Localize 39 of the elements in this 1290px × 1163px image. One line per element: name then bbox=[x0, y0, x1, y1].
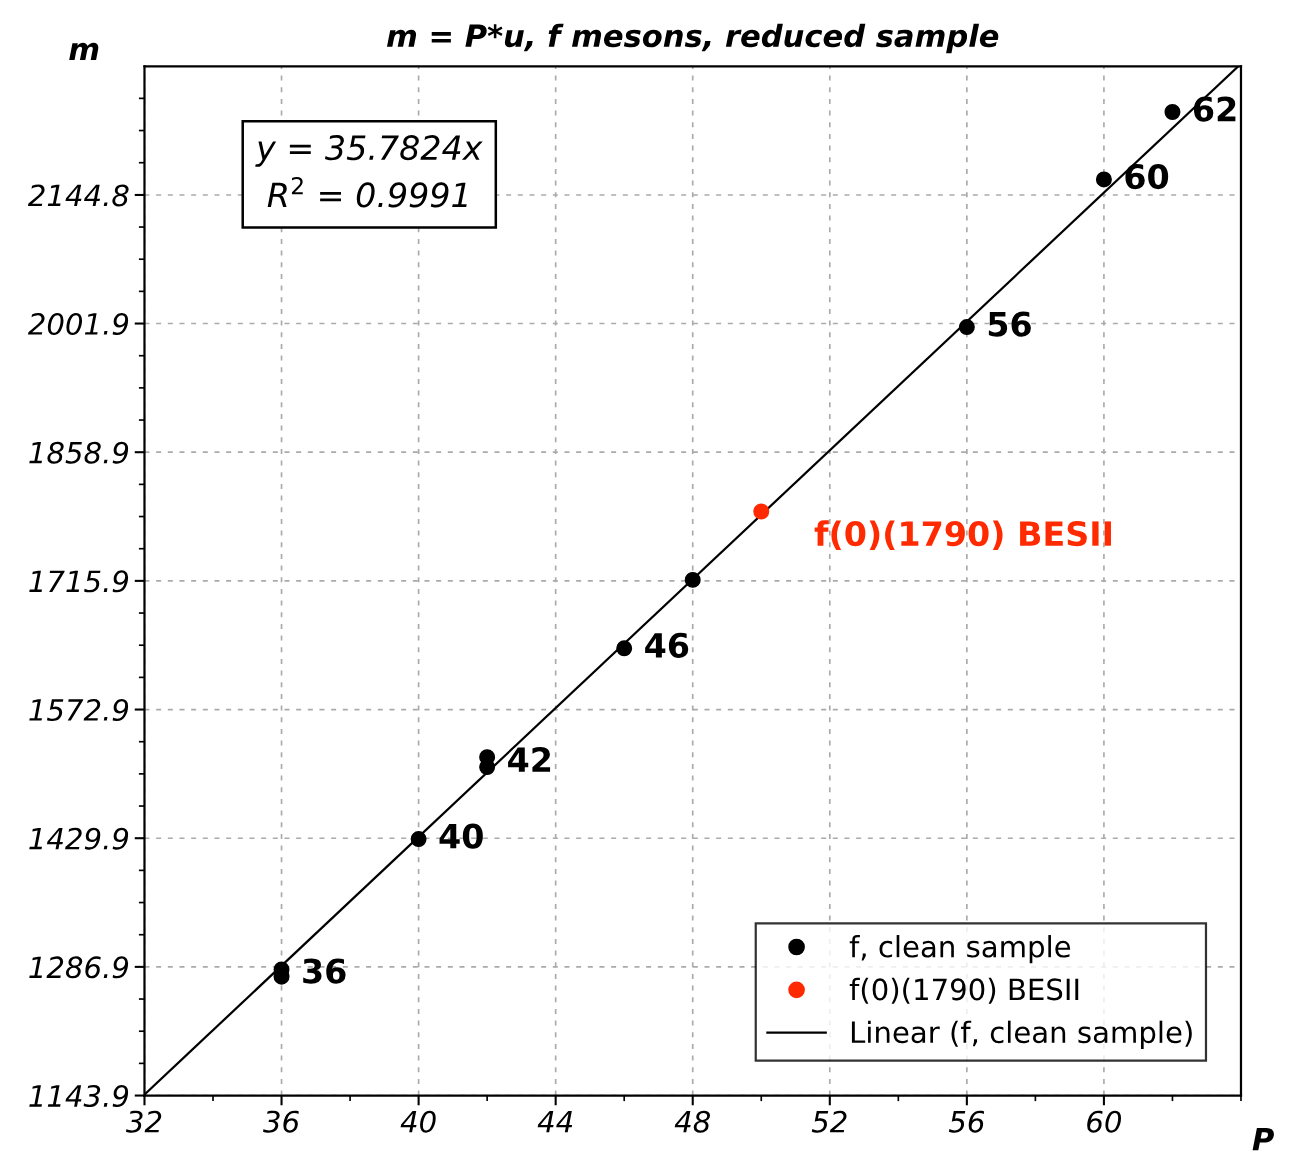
y-tick-label: 2144.8 bbox=[27, 184, 129, 207]
point bbox=[753, 503, 770, 520]
x-tick-label: 48 bbox=[674, 1110, 711, 1133]
x-tick-label: 36 bbox=[263, 1110, 299, 1133]
y-tick-label: 1429.9 bbox=[29, 827, 129, 850]
legend-label: Linear (f, clean sample) bbox=[851, 1020, 1192, 1049]
y-axis-title: m bbox=[69, 42, 99, 60]
annotation: 40 bbox=[439, 823, 483, 849]
x-tick-label: 60 bbox=[1087, 1110, 1122, 1133]
point bbox=[1164, 104, 1181, 120]
x-tick-label: 52 bbox=[811, 1110, 847, 1133]
annotation: 46 bbox=[645, 632, 689, 658]
annotation: y = 35.7824x bbox=[255, 135, 483, 167]
annotation: 56 bbox=[988, 311, 1031, 337]
legend-label: f(0)(1790) BESII bbox=[849, 977, 1079, 1004]
annotation: 42 bbox=[508, 747, 551, 772]
annotation: 36 bbox=[303, 958, 346, 984]
x-tick-label: 40 bbox=[400, 1110, 436, 1133]
x-axis-title: P bbox=[1252, 1128, 1274, 1151]
point bbox=[1095, 171, 1112, 188]
y-tick-label: 1143.9 bbox=[29, 1084, 129, 1108]
point bbox=[616, 640, 633, 657]
point bbox=[958, 319, 975, 336]
annotation: 62 bbox=[1193, 96, 1236, 122]
legend-label: f, clean sample bbox=[849, 935, 1071, 964]
y-tick-label: 1572.9 bbox=[29, 698, 129, 722]
y-tick-label: 1286.9 bbox=[29, 956, 129, 979]
annotation: f(0)(1790) BESII bbox=[814, 520, 1111, 551]
x-tick-label: 44 bbox=[537, 1111, 573, 1133]
y-tick-label: 2001.9 bbox=[27, 312, 129, 336]
y-tick-label: 1858.9 bbox=[29, 441, 129, 464]
annotation: R$^{2}$ = 0.9991 bbox=[267, 176, 467, 208]
y-tick-label: 1715.9 bbox=[29, 570, 129, 593]
point bbox=[410, 831, 427, 847]
annotation: 60 bbox=[1125, 163, 1169, 190]
point bbox=[684, 571, 701, 588]
chart-title: m = P*u, f mesons, reduced sample bbox=[386, 23, 999, 54]
x-tick-label: 32 bbox=[125, 1110, 162, 1133]
x-tick-label: 56 bbox=[948, 1110, 985, 1133]
